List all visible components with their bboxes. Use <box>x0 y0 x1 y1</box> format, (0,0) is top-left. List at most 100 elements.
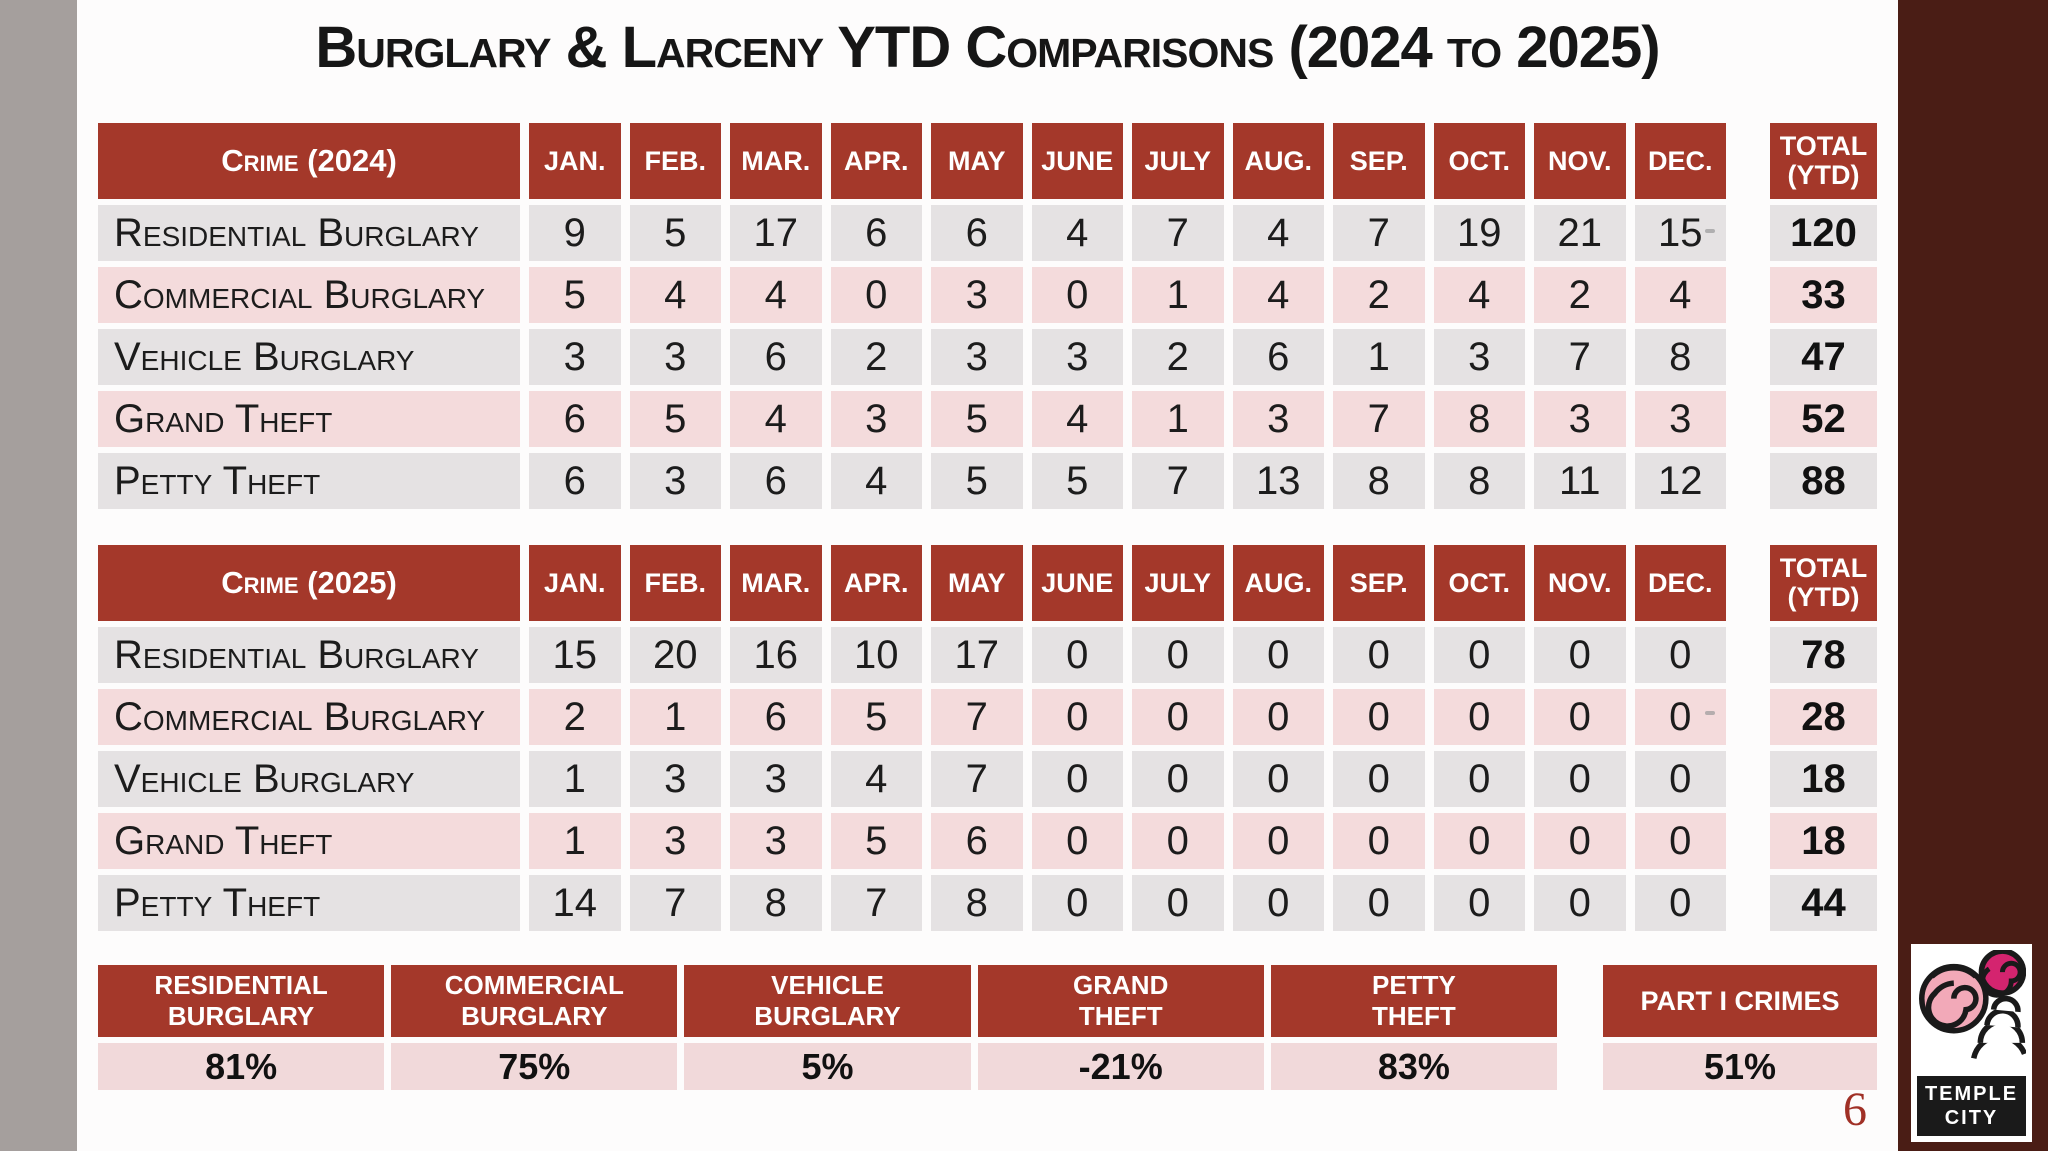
camellia-icon <box>1917 950 2026 1076</box>
month-header: DEC. <box>1634 545 1726 621</box>
month-value-cell: 4 <box>1031 391 1123 447</box>
month-value-cell: 7 <box>1132 453 1224 509</box>
month-header: SEP. <box>1333 123 1425 199</box>
month-value-cell: 0 <box>1333 689 1425 745</box>
month-value-cell: 7 <box>629 875 721 931</box>
month-value-cell: 6 <box>529 453 621 509</box>
month-value-cell: 0 <box>1634 875 1726 931</box>
month-value-cell: 3 <box>629 329 721 385</box>
logo-wordmark: TEMPLE CITY <box>1917 1076 2026 1136</box>
column-spacer <box>1735 391 1761 447</box>
month-value-cell: 0 <box>1534 689 1626 745</box>
summary-category-header-line: RESIDENTIAL <box>154 969 328 1000</box>
month-value-cell: 6 <box>931 205 1023 261</box>
month-value-cell: 0 <box>1031 751 1123 807</box>
month-value-cell: 0 <box>1132 689 1224 745</box>
month-value-cell: 0 <box>1232 813 1324 869</box>
summary-category-header: RESIDENTIAL BURGLARY <box>98 965 385 1037</box>
total-ytd-cell: 88 <box>1770 453 1877 509</box>
month-value-cell: 7 <box>1132 205 1224 261</box>
month-value-cell: 3 <box>1232 391 1324 447</box>
month-value-cell: 0 <box>1433 813 1525 869</box>
column-spacer <box>1735 453 1761 509</box>
month-value-cell: 0 <box>1534 813 1626 869</box>
part1-crimes-value: 51% <box>1603 1043 1877 1090</box>
month-value-cell: 6 <box>730 453 822 509</box>
month-header: FEB. <box>629 123 721 199</box>
month-value-cell: 15 <box>1634 205 1726 261</box>
month-value-cell: 8 <box>1333 453 1425 509</box>
crime-row-label: Residential Burglary <box>98 205 520 261</box>
month-value-cell: 2 <box>1132 329 1224 385</box>
month-value-cell: 7 <box>931 751 1023 807</box>
month-value-cell: 0 <box>1333 813 1425 869</box>
stray-mark <box>1705 711 1715 715</box>
month-value-cell: 2 <box>529 689 621 745</box>
month-value-cell: 0 <box>1132 813 1224 869</box>
month-value-cell: 7 <box>1534 329 1626 385</box>
column-spacer <box>1735 689 1761 745</box>
month-value-cell: 14 <box>529 875 621 931</box>
crime-table-2024: Crime (2024) JAN. FEB. MAR. APR. MAY JUNE JULY A… <box>98 123 1877 509</box>
crime-year-header: Crime (2025) <box>98 545 520 621</box>
total-ytd-header-line: (YTD) <box>1787 582 1860 612</box>
month-value-cell: 0 <box>1634 813 1726 869</box>
month-value-cell: 6 <box>830 205 922 261</box>
month-value-cell: 0 <box>1232 627 1324 683</box>
month-value-cell: 4 <box>730 391 822 447</box>
left-gray-stripe <box>0 0 77 1151</box>
summary-category-header-line: VEHICLE <box>771 969 884 1000</box>
ytd-change-summary: RESIDENTIAL BURGLARY COMMERCIAL BURGLARY VEH… <box>98 965 1557 1090</box>
month-value-cell: 2 <box>1534 267 1626 323</box>
month-value-cell: 6 <box>730 689 822 745</box>
month-header: SEP. <box>1333 545 1425 621</box>
month-value-cell: 19 <box>1433 205 1525 261</box>
month-value-cell: 16 <box>730 627 822 683</box>
month-header: AUG. <box>1232 545 1324 621</box>
total-ytd-cell: 18 <box>1770 813 1877 869</box>
summary-category-header-line: BURGLARY <box>754 1001 901 1031</box>
month-header: OCT. <box>1433 123 1525 199</box>
summary-category-header-line: GRAND <box>1073 969 1169 1000</box>
total-ytd-cell: 120 <box>1770 205 1877 261</box>
month-value-cell: 6 <box>1232 329 1324 385</box>
month-value-cell: 2 <box>830 329 922 385</box>
month-value-cell: 0 <box>1634 689 1726 745</box>
month-value-cell: 0 <box>1333 627 1425 683</box>
summary-category-header: VEHICLE BURGLARY <box>684 965 971 1037</box>
summary-category-header: COMMERCIAL BURGLARY <box>391 965 678 1037</box>
month-header: JAN. <box>529 123 621 199</box>
total-ytd-cell: 18 <box>1770 751 1877 807</box>
month-value-cell: 3 <box>629 453 721 509</box>
month-value-cell: 7 <box>931 689 1023 745</box>
month-value-cell: 0 <box>1433 689 1525 745</box>
total-ytd-cell: 47 <box>1770 329 1877 385</box>
total-ytd-cell: 78 <box>1770 627 1877 683</box>
month-value-cell: 3 <box>529 329 621 385</box>
month-value-cell: 0 <box>1333 875 1425 931</box>
crime-row-label: Vehicle Burglary <box>98 329 520 385</box>
month-value-cell: 4 <box>1634 267 1726 323</box>
month-value-cell: 0 <box>1232 689 1324 745</box>
summary-percent-cell: 83% <box>1270 1043 1557 1090</box>
month-value-cell: 5 <box>629 205 721 261</box>
month-value-cell: 8 <box>1634 329 1726 385</box>
total-ytd-cell: 33 <box>1770 267 1877 323</box>
crime-table-2025: Crime (2025) JAN. FEB. MAR. APR. MAY JUNE JULY A… <box>98 545 1877 931</box>
month-value-cell: 3 <box>1634 391 1726 447</box>
month-value-cell: 3 <box>730 813 822 869</box>
column-spacer <box>1735 751 1761 807</box>
column-spacer <box>1735 329 1761 385</box>
month-value-cell: 0 <box>1132 875 1224 931</box>
month-value-cell: 0 <box>1031 689 1123 745</box>
part1-crimes-header: PART I CRIMES <box>1603 965 1877 1037</box>
month-value-cell: 0 <box>1534 751 1626 807</box>
month-value-cell: 2 <box>1333 267 1425 323</box>
total-ytd-header-line: (YTD) <box>1787 160 1860 190</box>
month-header: NOV. <box>1534 123 1626 199</box>
summary-category-header-line: THEFT <box>1372 1001 1456 1031</box>
month-header: APR. <box>830 545 922 621</box>
month-value-cell: 3 <box>629 751 721 807</box>
month-value-cell: 0 <box>1132 751 1224 807</box>
month-value-cell: 4 <box>1232 267 1324 323</box>
